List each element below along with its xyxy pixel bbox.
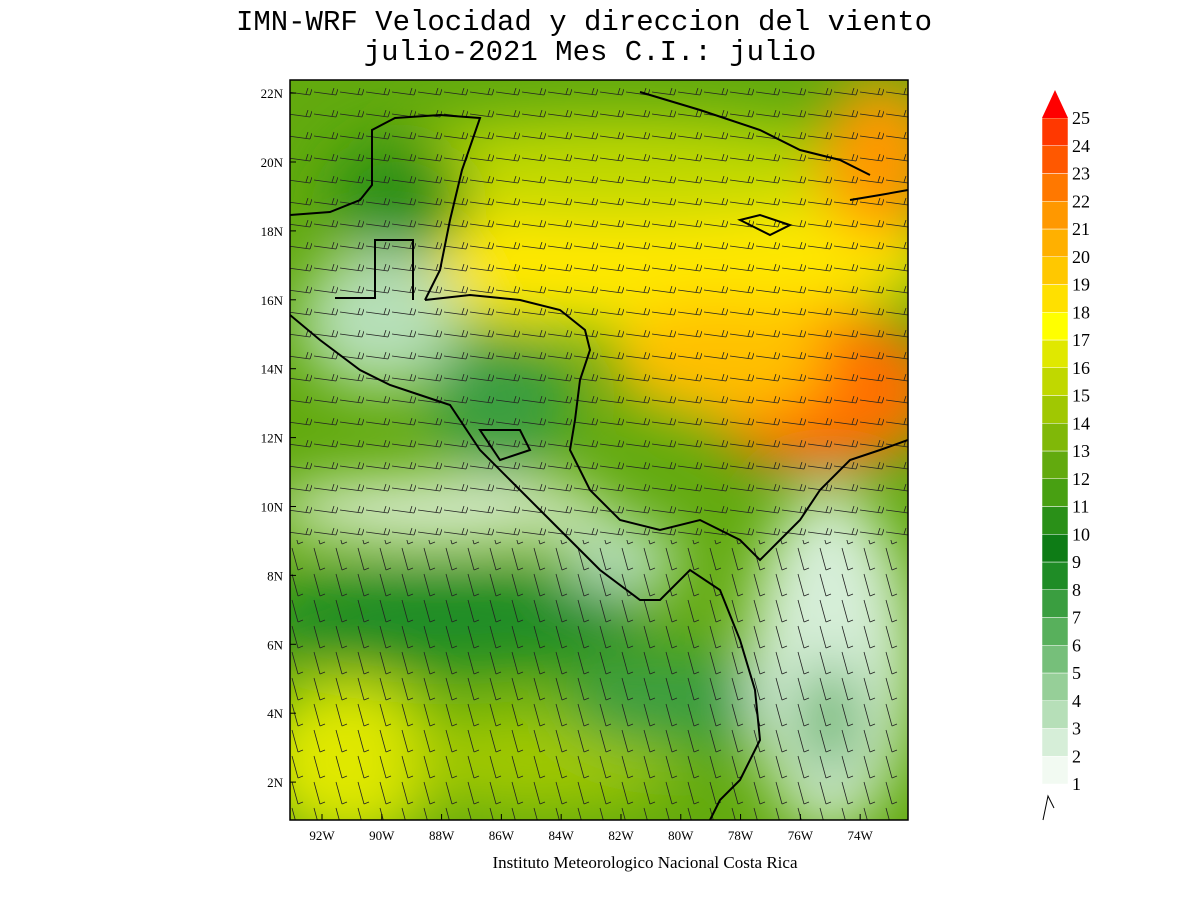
colorbar-swatch — [1041, 756, 1069, 785]
colorbar-label: 7 — [1072, 608, 1081, 628]
colorbar-label: 12 — [1072, 469, 1090, 489]
colorbar-swatch — [1041, 339, 1069, 368]
colorbar-label: 6 — [1072, 635, 1081, 655]
colorbar-label: 13 — [1072, 441, 1090, 461]
lat-tick-label: 16N — [261, 293, 284, 308]
map-frame — [289, 79, 909, 821]
colorbar-label: 4 — [1072, 691, 1081, 711]
lat-tick-label: 6N — [267, 637, 284, 652]
colorbar-label: 10 — [1072, 524, 1090, 544]
colorbar-label: 22 — [1072, 191, 1090, 211]
colorbar-label: 11 — [1072, 497, 1089, 517]
colorbar-label: 9 — [1072, 552, 1081, 572]
map-field — [290, 80, 908, 820]
lon-tick-label: 92W — [309, 828, 335, 843]
colorbar-swatch — [1041, 145, 1069, 174]
lat-tick-label: 22N — [261, 86, 284, 101]
colorbar-label: 16 — [1072, 358, 1090, 378]
colorbar-swatch — [1041, 395, 1069, 424]
colorbar-swatch — [1041, 423, 1069, 452]
colorbar-label: 23 — [1072, 164, 1090, 184]
colorbar-swatch — [1041, 228, 1069, 257]
colorbar-arrow — [1042, 90, 1068, 118]
axes: 92W 90W 88W 86W 84W 82W 80W 78W 76W 74W 2N 4N 6N 8N 10… — [261, 86, 874, 843]
colorbar-swatch — [1041, 589, 1069, 618]
colorbar-swatch — [1041, 312, 1069, 341]
colorbar-swatch — [1041, 256, 1069, 285]
colorbar-label: 20 — [1072, 247, 1090, 267]
lat-tick-label: 4N — [267, 706, 284, 721]
colorbar-swatch — [1041, 117, 1069, 146]
colorbar-swatch — [1041, 700, 1069, 729]
lon-tick-label: 74W — [848, 828, 874, 843]
colorbar-swatch — [1041, 367, 1069, 396]
lon-tick-label: 84W — [549, 828, 575, 843]
colorbar: 1234567891011121314151617181920212223242… — [1041, 90, 1090, 821]
colorbar-swatch — [1041, 534, 1069, 563]
colorbar-label: 21 — [1072, 219, 1090, 239]
lon-tick-label: 88W — [429, 828, 455, 843]
title: IMN-WRF Velocidad y direccion del viento — [236, 6, 932, 39]
colorbar-label: 17 — [1072, 330, 1090, 350]
lat-tick-label: 14N — [261, 362, 284, 377]
lat-tick-label: 10N — [261, 499, 284, 514]
footer: Instituto Meteorologico Nacional Costa R… — [493, 853, 798, 872]
colorbar-swatch — [1041, 728, 1069, 757]
lat-tick-label: 8N — [267, 568, 284, 583]
colorbar-swatch — [1041, 506, 1069, 535]
colorbar-label: 14 — [1072, 413, 1090, 433]
colorbar-label: 3 — [1072, 719, 1081, 739]
colorbar-label: 15 — [1072, 386, 1090, 406]
colorbar-label: 24 — [1072, 136, 1090, 156]
colorbar-label: 5 — [1072, 663, 1081, 683]
lon-tick-label: 80W — [668, 828, 694, 843]
lon-tick-label: 86W — [489, 828, 515, 843]
colorbar-swatch — [1041, 561, 1069, 590]
colorbar-swatch — [1041, 672, 1069, 701]
subtitle: julio-2021 Mes C.I.: julio — [364, 36, 816, 69]
colorbar-label: 8 — [1072, 580, 1081, 600]
lat-tick-label: 2N — [267, 775, 284, 790]
lon-tick-label: 82W — [608, 828, 634, 843]
colorbar-swatch — [1041, 645, 1069, 674]
colorbar-label: 1 — [1072, 774, 1081, 794]
lon-tick-label: 78W — [728, 828, 754, 843]
colorbar-label: 18 — [1072, 302, 1090, 322]
colorbar-swatch — [1041, 450, 1069, 479]
colorbar-label: 25 — [1072, 108, 1090, 128]
colorbar-swatch — [1041, 173, 1069, 202]
colorbar-swatch — [1041, 201, 1069, 230]
colorbar-swatch — [1041, 478, 1069, 507]
lat-tick-label: 12N — [261, 431, 284, 446]
lat-tick-label: 18N — [261, 224, 284, 239]
lon-tick-label: 76W — [788, 828, 814, 843]
lat-tick-label: 20N — [261, 155, 284, 170]
lon-tick-label: 90W — [369, 828, 395, 843]
colorbar-label: 19 — [1072, 275, 1090, 295]
colorbar-swatch — [1041, 284, 1069, 313]
colorbar-label: 2 — [1072, 746, 1081, 766]
colorbar-swatch — [1041, 617, 1069, 646]
barb-symbol — [1042, 794, 1055, 821]
